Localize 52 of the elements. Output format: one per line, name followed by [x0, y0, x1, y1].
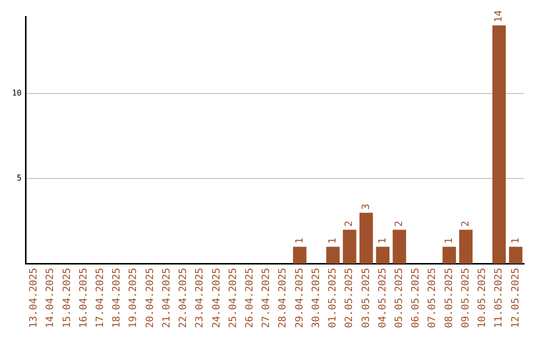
- x-tick-label: 14.04.2025: [45, 268, 56, 328]
- x-tick-label: 17.04.2025: [94, 268, 106, 328]
- x-tick-label: 18.04.2025: [112, 268, 123, 328]
- data-label: 14: [494, 10, 505, 22]
- x-tick-label: 06.05.2025: [410, 268, 422, 328]
- y-tick-label: 10: [12, 88, 22, 98]
- x-tick-label: 04.05.2025: [377, 268, 388, 328]
- bar: [342, 230, 356, 264]
- bar: [326, 246, 340, 264]
- x-tick-label: 02.05.2025: [344, 268, 356, 328]
- x-tick-label: 12.05.2025: [510, 268, 522, 328]
- x-tick-label: 09.05.2025: [460, 268, 472, 328]
- x-tick-label: 01.05.2025: [328, 268, 339, 328]
- bar: [359, 212, 373, 264]
- data-label: 2: [344, 220, 356, 227]
- x-tick-label: 03.05.2025: [360, 268, 372, 328]
- x-tick-label: 21.04.2025: [161, 268, 172, 328]
- data-label: 2: [394, 220, 405, 227]
- x-tick-label: 15.04.2025: [62, 268, 73, 328]
- x-tick-label: 16.04.2025: [78, 268, 90, 328]
- bar: [459, 230, 473, 264]
- data-label: 1: [510, 238, 522, 244]
- data-label: 3: [360, 204, 372, 210]
- data-label: 1: [377, 238, 388, 244]
- x-tick-label: 11.05.2025: [494, 268, 505, 328]
- x-tick-label: 05.05.2025: [394, 268, 405, 328]
- x-tick-label: 22.04.2025: [178, 268, 190, 328]
- x-tick-label: 08.05.2025: [444, 268, 455, 328]
- data-label: 1: [328, 238, 339, 244]
- x-tick-label: 27.04.2025: [261, 268, 272, 328]
- data-label: 2: [460, 220, 472, 227]
- x-tick-label: 10.05.2025: [477, 268, 488, 328]
- bar: [293, 246, 306, 264]
- x-tick-label: 20.04.2025: [144, 268, 156, 328]
- bar: [508, 246, 522, 264]
- data-label: 1: [444, 238, 455, 244]
- x-tick-label: 28.04.2025: [278, 268, 289, 328]
- x-tick-label: 29.04.2025: [294, 268, 306, 328]
- x-tick-label: 24.04.2025: [211, 268, 222, 328]
- data-label: 1: [294, 238, 306, 244]
- x-tick-label: 23.04.2025: [194, 268, 206, 328]
- x-tick-label: 30.04.2025: [310, 268, 322, 328]
- x-tick-label: 19.04.2025: [128, 268, 140, 328]
- x-tick-label: 07.05.2025: [427, 268, 438, 328]
- x-tick-label: 25.04.2025: [228, 268, 239, 328]
- y-tick-label: 5: [16, 174, 22, 183]
- x-tick-label: 26.04.2025: [244, 268, 256, 328]
- bar: [392, 230, 406, 264]
- bar: [376, 246, 390, 264]
- x-tick-label: 13.04.2025: [28, 268, 40, 328]
- bar: [492, 25, 506, 264]
- bar: [442, 246, 456, 264]
